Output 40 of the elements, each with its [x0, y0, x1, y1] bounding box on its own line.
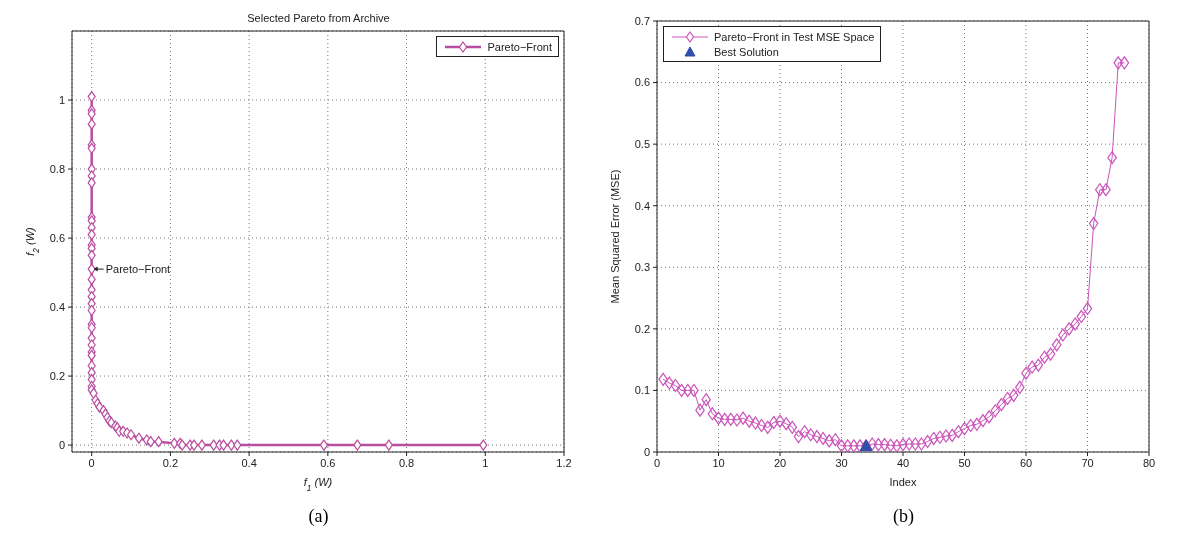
x-tick-label: 0 — [88, 456, 95, 469]
x-tick-label: 0.8 — [398, 456, 415, 469]
x-tick-label: 10 — [712, 456, 725, 469]
x-tick-label: 60 — [1019, 456, 1033, 469]
y-tick-label: 0 — [643, 445, 650, 458]
y-tick-label: 0.4 — [634, 199, 650, 212]
x-tick-label: 1 — [482, 456, 489, 469]
y-tick-label: 0.5 — [634, 138, 650, 151]
x-tick-label: 0.4 — [241, 456, 257, 469]
annotation: Pareto−Front — [105, 263, 171, 276]
chart-title: Selected Pareto from Archive — [246, 12, 391, 24]
x-tick-label: 40 — [896, 456, 910, 469]
y-tick-label: 0.2 — [49, 369, 65, 382]
x-tick-label: 0.6 — [320, 456, 336, 469]
text: (b) — [892, 506, 915, 527]
y-tick-label: 0.6 — [634, 76, 650, 89]
x-tick-label: 1.2 — [556, 456, 572, 469]
x-tick-label: 30 — [835, 456, 848, 469]
x-tick-label: 80 — [1142, 456, 1156, 469]
legend-label: Pareto−Front — [487, 40, 552, 53]
x-tick-label: 0.2 — [162, 456, 179, 469]
x-tick-label: 70 — [1081, 456, 1094, 469]
legend-label: Pareto−Front in Test MSE Space — [714, 30, 875, 43]
y-tick-label: 0.4 — [49, 300, 65, 313]
x-tick-label: 20 — [773, 456, 787, 469]
y-tick-label: 0.2 — [634, 322, 650, 335]
text: (a) — [307, 506, 330, 527]
y-tick-label: 0.1 — [634, 384, 650, 397]
y-tick-label: 0.6 — [49, 231, 65, 244]
x-axis-title: Index — [889, 476, 917, 488]
x-tick-label: 50 — [958, 456, 971, 469]
y-tick-label: 0.7 — [634, 14, 650, 27]
y-tick-label: 1 — [58, 93, 65, 106]
legend-label: Best Solution — [714, 45, 779, 58]
y-tick-label: 0.3 — [634, 261, 650, 274]
x-tick-label: 0 — [653, 456, 661, 469]
x-axis-title: f$_{1}$(W) — [303, 476, 333, 493]
y-axis-title: Mean Squared Error (MSE) — [609, 169, 621, 304]
y-tick-label: 0.8 — [49, 162, 65, 175]
y-tick-label: 0 — [58, 439, 65, 451]
